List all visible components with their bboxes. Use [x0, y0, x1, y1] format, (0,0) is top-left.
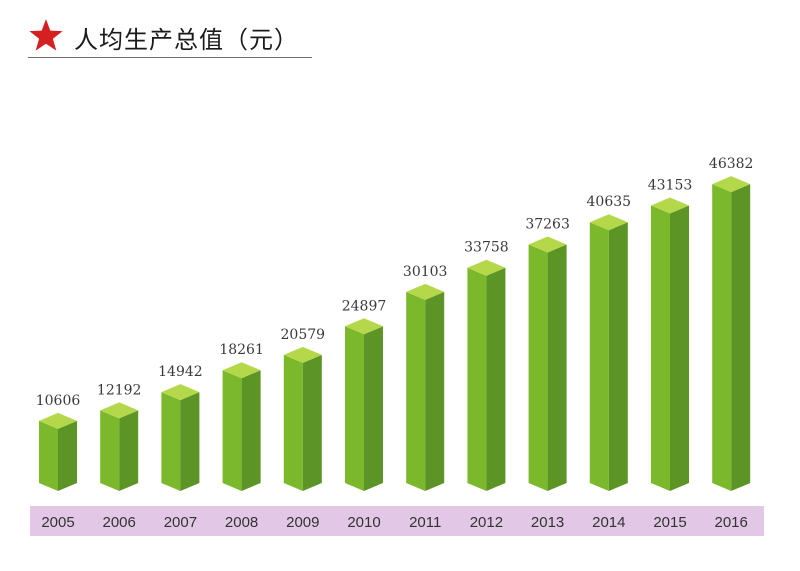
bar-side-face	[486, 267, 506, 491]
bar-side-face	[547, 244, 567, 491]
x-tick-label-2016: 2016	[715, 514, 748, 531]
bar-2008	[222, 362, 261, 491]
bar-side-face	[425, 291, 445, 491]
star-icon	[29, 19, 63, 51]
bar-top-face	[712, 176, 751, 193]
bar-2009	[283, 346, 322, 491]
bar-top-face	[651, 197, 689, 214]
bar-side-face	[731, 184, 751, 491]
bar-side-face	[58, 420, 77, 491]
bar-top-face	[528, 236, 567, 253]
bar-2016	[712, 176, 751, 491]
data-label-2016: 46382	[709, 156, 754, 172]
bar-2011	[406, 283, 445, 491]
x-axis-band	[30, 506, 764, 536]
bar-front-face	[39, 420, 58, 491]
bar-top-face	[345, 318, 383, 335]
data-label-2010: 24897	[342, 298, 387, 314]
data-label-2014: 40635	[587, 194, 632, 210]
data-label-2005: 10606	[36, 393, 81, 409]
data-label-2011: 30103	[403, 264, 448, 280]
x-tick-label-2009: 2009	[286, 514, 319, 531]
bar-top-face	[100, 402, 139, 419]
chart-title-row: 人均生产总值（元）	[28, 14, 318, 58]
bar-front-face	[161, 392, 181, 491]
data-label-2012: 33758	[464, 240, 509, 256]
bar-side-face	[241, 370, 261, 491]
x-tick-label-2013: 2013	[531, 514, 564, 531]
bar-side-face	[119, 410, 139, 491]
bar-top-face	[589, 214, 628, 231]
bar-top-face	[283, 346, 322, 363]
bar-front-face	[712, 184, 732, 491]
data-label-2007: 14942	[158, 364, 203, 380]
bar-front-face	[406, 291, 426, 491]
bar-2013	[528, 236, 567, 491]
bar-top-face	[406, 283, 445, 300]
x-tick-label-2008: 2008	[225, 514, 258, 531]
bar-front-face	[100, 410, 120, 491]
x-tick-label-2015: 2015	[653, 514, 686, 531]
x-tick-label-2007: 2007	[164, 514, 197, 531]
bar-2012	[467, 259, 506, 491]
x-tick-label-2012: 2012	[470, 514, 503, 531]
bar-top-face	[467, 259, 506, 276]
bar-side-face	[302, 354, 322, 491]
data-label-2009: 20579	[281, 327, 326, 343]
data-label-2006: 12192	[97, 382, 142, 398]
bar-2007	[161, 384, 200, 491]
bar-front-face	[345, 326, 364, 491]
data-label-2008: 18261	[219, 342, 264, 358]
bar-2006	[100, 402, 139, 491]
x-tick-label-2006: 2006	[103, 514, 136, 531]
bar-top-face	[39, 412, 77, 429]
bar-front-face	[283, 354, 303, 491]
bar-side-face	[364, 326, 383, 491]
bar-side-face	[180, 392, 200, 491]
bar-front-face	[589, 222, 609, 492]
bar-2005	[39, 412, 77, 491]
bar-2015	[651, 197, 689, 491]
bar-side-face	[670, 205, 689, 491]
data-label-2013: 37263	[525, 217, 570, 233]
bar-2014	[589, 214, 628, 492]
x-tick-label-2005: 2005	[41, 514, 74, 531]
chart-title: 人均生产总值（元）	[74, 26, 299, 54]
bar-top-face	[222, 362, 261, 379]
bar-front-face	[222, 370, 242, 491]
bar-side-face	[608, 222, 628, 492]
bar-front-face	[651, 205, 670, 491]
bar-front-face	[467, 267, 487, 491]
x-tick-label-2014: 2014	[592, 514, 625, 531]
data-label-2015: 43153	[648, 178, 693, 194]
x-tick-label-2011: 2011	[409, 514, 441, 531]
x-tick-label-2010: 2010	[347, 514, 380, 531]
title-underline	[28, 57, 312, 58]
bar-2010	[345, 318, 383, 491]
bar-top-face	[161, 384, 200, 401]
bar-front-face	[528, 244, 548, 491]
